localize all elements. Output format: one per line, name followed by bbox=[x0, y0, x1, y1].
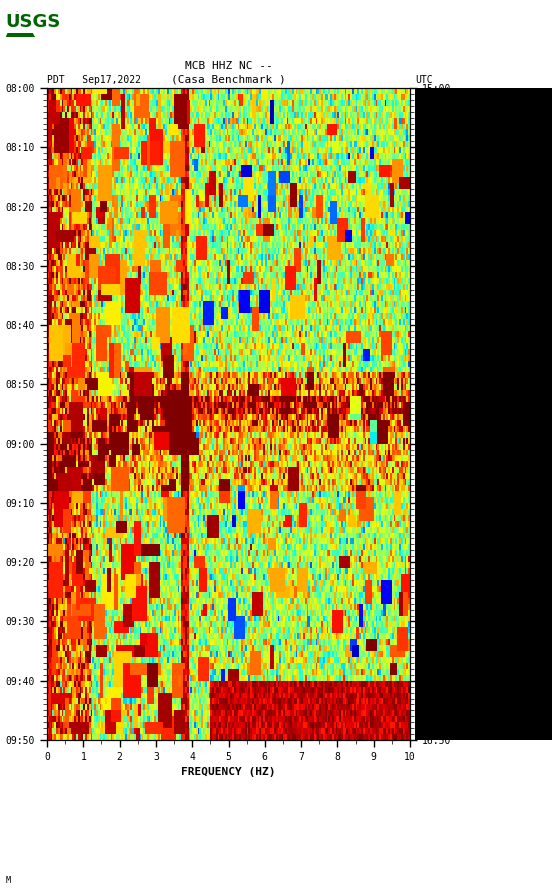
Polygon shape bbox=[15, 21, 35, 37]
X-axis label: FREQUENCY (HZ): FREQUENCY (HZ) bbox=[181, 767, 276, 777]
Text: UTC: UTC bbox=[416, 75, 433, 85]
Text: USGS: USGS bbox=[6, 13, 61, 31]
Text: (Casa Benchmark ): (Casa Benchmark ) bbox=[171, 75, 286, 85]
Polygon shape bbox=[6, 11, 29, 37]
Text: PDT   Sep17,2022: PDT Sep17,2022 bbox=[47, 75, 141, 85]
Text: M: M bbox=[6, 876, 10, 885]
Text: MCB HHZ NC --: MCB HHZ NC -- bbox=[184, 62, 272, 71]
